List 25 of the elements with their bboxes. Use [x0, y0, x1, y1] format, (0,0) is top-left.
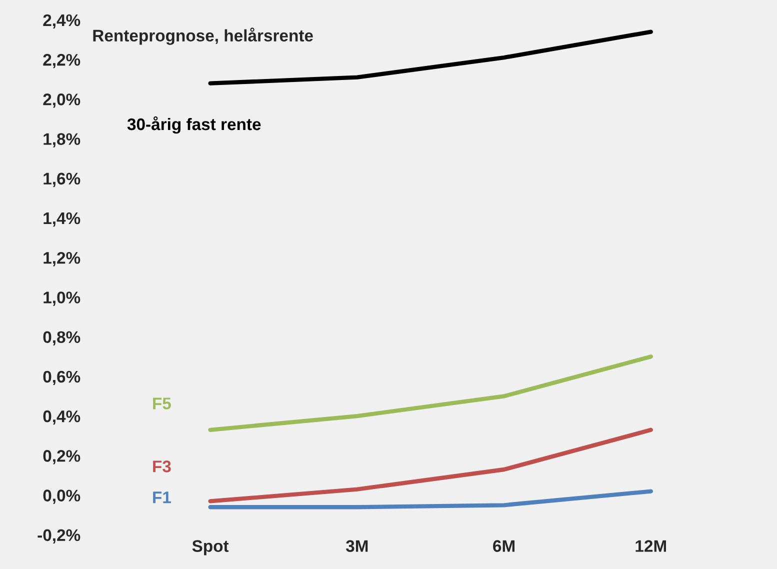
x-tick-label: 12M — [636, 540, 666, 552]
y-tick-label: 0,4% — [43, 410, 80, 425]
y-tick-label: 1,0% — [44, 292, 80, 306]
y-tick-label: 1,6% — [44, 172, 80, 187]
y-tick-label: 1,2% — [44, 252, 80, 266]
chart-title: Renteprognose, helårsrente — [93, 28, 313, 45]
y-tick-label: -0,2% — [38, 529, 80, 544]
y-tick-label: 2,2% — [43, 54, 80, 68]
y-tick-label: 0,2% — [43, 450, 80, 464]
text: F1 — [153, 492, 171, 504]
x-tick-label: 3M — [346, 540, 368, 552]
y-tick-label: 2,0% — [43, 94, 80, 108]
y-tick-label: 1,4% — [44, 212, 80, 227]
y-tick-label: 0,0% — [43, 490, 80, 504]
y-tick-label: 0,8% — [43, 331, 80, 346]
text: F5 — [153, 398, 171, 410]
text: F3 — [153, 460, 171, 472]
x-tick-label: 6M — [493, 540, 514, 552]
line-series — [208, 428, 653, 504]
line-series — [208, 354, 653, 432]
x-tick-label: Spot — [192, 540, 229, 556]
y-tick-label: 1,8% — [44, 133, 80, 148]
y-tick-label: 0,6% — [43, 370, 80, 386]
text: 30-årig fast rente — [127, 116, 261, 134]
y-tick-label: 2,4% — [43, 14, 80, 29]
